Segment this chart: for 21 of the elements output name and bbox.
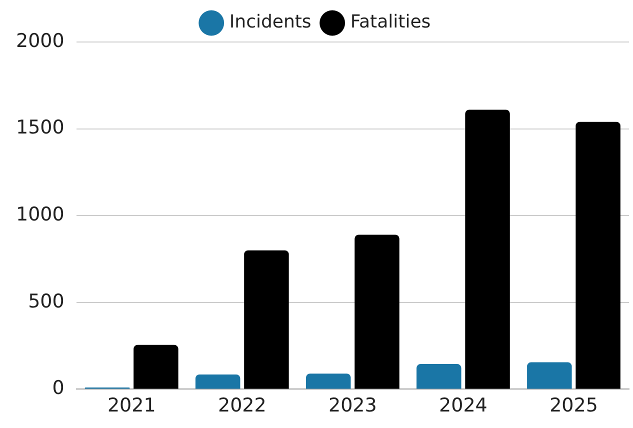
bar — [465, 110, 510, 389]
bar — [134, 344, 178, 389]
x-tick-label: 2021 — [107, 394, 156, 417]
bar — [576, 122, 620, 389]
bar — [354, 234, 400, 389]
bar — [244, 250, 289, 389]
bar — [527, 362, 572, 389]
y-tick-label: 2000 — [16, 30, 64, 52]
x-tick-label: 2024 — [439, 394, 488, 417]
legend-label: Incidents — [229, 12, 312, 33]
y-tick-label: 0 — [52, 377, 64, 400]
x-tick-label: 2022 — [218, 394, 266, 417]
y-tick-label: 1000 — [16, 204, 64, 226]
x-tick-label: 2023 — [328, 394, 377, 417]
y-tick-label: 500 — [28, 290, 64, 312]
bar — [306, 374, 351, 389]
bar — [195, 374, 240, 389]
x-tick-label: 2025 — [550, 394, 598, 417]
y-tick-label: 1500 — [16, 116, 64, 139]
legend-label: Fatalities — [350, 12, 431, 33]
bar — [416, 364, 462, 389]
